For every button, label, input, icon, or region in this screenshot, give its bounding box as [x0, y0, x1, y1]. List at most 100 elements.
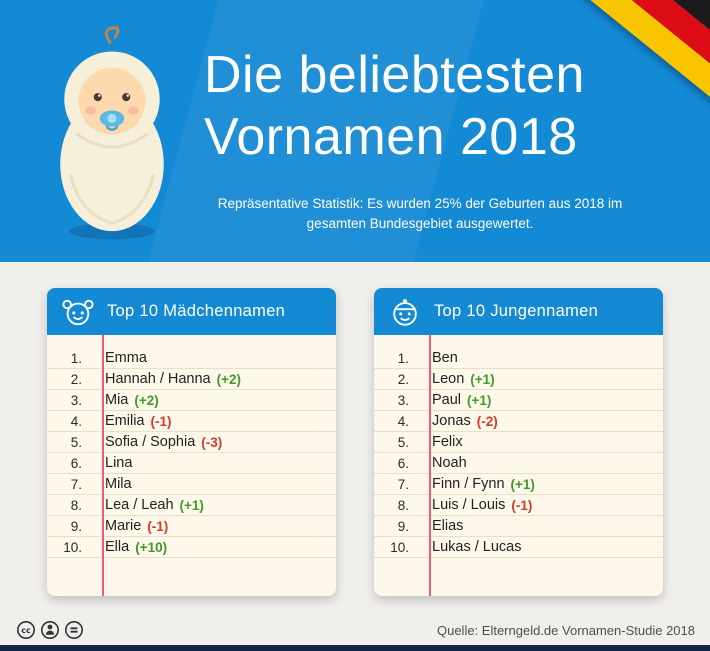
svg-text:cc: cc — [21, 626, 31, 635]
page-title-line2: Vornamen 2018 — [204, 108, 578, 167]
name-label: Finn / Fynn — [432, 476, 505, 492]
list-item: 2. Hannah / Hanna (+2) — [47, 369, 336, 390]
name-label: Felix — [432, 434, 463, 450]
rank-label: 6. — [397, 455, 409, 471]
list-item: 6. Noah — [374, 453, 663, 474]
rank-label: 3. — [70, 392, 82, 408]
name-label: Noah — [432, 455, 467, 471]
rank-label: 1. — [70, 350, 82, 366]
cc-nd-no-derivatives-icon — [64, 620, 84, 640]
list-item: 7. Mila — [47, 474, 336, 495]
card-girls: Top 10 Mädchennamen 1. Emma 2. Hannah / Ha… — [47, 288, 336, 596]
list-item: 3. Mia (+2) — [47, 390, 336, 411]
page-subtitle-line1: Repräsentative Statistik: Es wurden 25% … — [217, 196, 623, 211]
source-attribution: Quelle: Elterngeld.de Vornamen-Studie 20… — [436, 623, 695, 638]
name-label: Ben — [432, 350, 458, 366]
list-item: 5. Sofia / Sophia (-3) — [47, 432, 336, 453]
name-label: Emilia — [105, 413, 145, 429]
list-item: 4. Emilia (-1) — [47, 411, 336, 432]
rank-label: 8. — [397, 497, 409, 513]
name-label: Leon — [432, 371, 465, 387]
name-label: Marie — [105, 518, 142, 534]
girl-face-icon — [61, 296, 95, 328]
page-title-line1: Die beliebtesten — [204, 46, 585, 104]
name-label: Ella — [105, 539, 130, 555]
name-label: Elias — [432, 518, 464, 534]
header-banner: Die beliebtesten Vornamen 2018 Repräsent… — [0, 0, 710, 262]
list-item: 8. Lea / Leah (+1) — [47, 495, 336, 516]
name-label: Mila — [105, 476, 132, 492]
ranking-cards: Top 10 Mädchennamen 1. Emma 2. Hannah / Ha… — [0, 288, 710, 596]
card-girls-title: Top 10 Mädchennamen — [107, 302, 286, 320]
rank-label: 8. — [70, 497, 82, 513]
rank-label: 2. — [397, 371, 409, 387]
card-boys-list: 1. Ben 2. Leon (+1) 3. Paul (+1) 4. Jonas (-2) … — [374, 335, 663, 596]
cc-by-attribution-icon — [40, 620, 60, 640]
card-boys-header: Top 10 Jungennamen — [374, 288, 663, 335]
flag-stripes — [535, 0, 710, 145]
rank-label: 7. — [70, 476, 82, 492]
swaddled-baby-illustration — [46, 20, 178, 242]
change-badge: (+1) — [510, 476, 535, 492]
list-item: 2. Leon (+1) — [374, 369, 663, 390]
name-label: Lea / Leah — [105, 497, 174, 513]
name-label: Paul — [432, 392, 462, 408]
list-item: 6. Lina — [47, 453, 336, 474]
german-flag-ribbon — [490, 0, 710, 160]
name-label: Luis / Louis — [432, 497, 506, 513]
change-badge: (-1) — [147, 518, 169, 534]
name-label: Lukas / Lucas — [432, 539, 522, 555]
list-item: 10. Ella (+10) — [47, 537, 336, 558]
card-boys-title: Top 10 Jungennamen — [434, 302, 599, 320]
list-item: 1. Ben — [374, 348, 663, 369]
rank-label: 5. — [397, 434, 409, 450]
page-subtitle: Repräsentative Statistik: Es wurden 25% … — [196, 194, 644, 235]
list-item: 3. Paul (+1) — [374, 390, 663, 411]
rank-label: 9. — [397, 518, 409, 534]
rank-label: 3. — [397, 392, 409, 408]
rank-label: 5. — [70, 434, 82, 450]
list-item: 4. Jonas (-2) — [374, 411, 663, 432]
list-item: 5. Felix — [374, 432, 663, 453]
change-badge: (-3) — [201, 434, 223, 450]
name-label: Hannah / Hanna — [105, 371, 211, 387]
rank-label: 10. — [390, 539, 409, 555]
rank-label: 4. — [397, 413, 409, 429]
list-item: 10. Lukas / Lucas — [374, 537, 663, 558]
page-subtitle-line2: gesamten Bundesgebiet ausgewertet. — [306, 216, 534, 232]
rank-label: 9. — [70, 518, 82, 534]
boy-face-icon — [388, 296, 422, 328]
rank-label: 2. — [70, 371, 82, 387]
page-title: Die beliebtesten Vornamen 2018 — [204, 44, 585, 169]
name-label: Jonas — [432, 413, 471, 429]
change-badge: (+2) — [216, 371, 241, 387]
card-boys: Top 10 Jungennamen 1. Ben 2. Leon (+1) 3. Pa… — [374, 288, 663, 596]
list-item: 8. Luis / Louis (-1) — [374, 495, 663, 516]
change-badge: (+1) — [470, 371, 495, 387]
change-badge: (-1) — [511, 497, 533, 513]
name-label: Lina — [105, 455, 133, 471]
rank-label: 7. — [397, 476, 409, 492]
card-girls-list: 1. Emma 2. Hannah / Hanna (+2) 3. Mia (+2) 4.… — [47, 335, 336, 596]
rank-label: 4. — [70, 413, 82, 429]
list-item: 7. Finn / Fynn (+1) — [374, 474, 663, 495]
list-item: 9. Elias — [374, 516, 663, 537]
name-label: Sofia / Sophia — [105, 434, 196, 450]
cc-icon: cc — [16, 620, 36, 640]
name-label: Mia — [105, 392, 129, 408]
change-badge: (+2) — [134, 392, 159, 408]
change-badge: (-2) — [476, 413, 498, 429]
change-badge: (+1) — [467, 392, 492, 408]
change-badge: (+10) — [135, 539, 168, 555]
card-girls-header: Top 10 Mädchennamen — [47, 288, 336, 335]
rank-label: 10. — [63, 539, 82, 555]
change-badge: (-1) — [150, 413, 172, 429]
change-badge: (+1) — [179, 497, 204, 513]
creative-commons-license: cc — [16, 620, 84, 640]
list-item: 1. Emma — [47, 348, 336, 369]
list-item: 9. Marie (-1) — [47, 516, 336, 537]
rank-label: 1. — [397, 350, 409, 366]
name-label: Emma — [105, 350, 147, 366]
bottom-accent-bar — [0, 645, 710, 651]
